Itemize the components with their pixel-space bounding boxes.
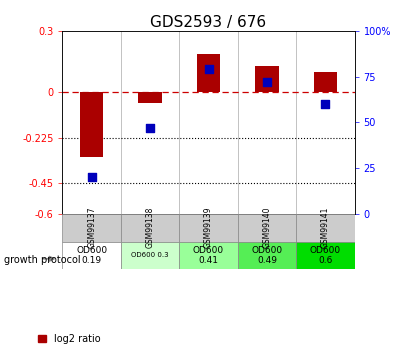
Bar bbox=[197, 55, 220, 92]
Text: OD600
0.6: OD600 0.6 bbox=[310, 246, 341, 265]
Bar bbox=[238, 214, 296, 242]
Point bbox=[89, 175, 95, 180]
Bar bbox=[314, 72, 337, 92]
Bar bbox=[179, 214, 238, 242]
Bar bbox=[296, 241, 355, 269]
Bar bbox=[62, 241, 121, 269]
Text: growth protocol: growth protocol bbox=[4, 256, 81, 265]
Bar bbox=[256, 66, 278, 92]
Point bbox=[264, 79, 270, 85]
Bar bbox=[62, 214, 121, 242]
Text: GSM99141: GSM99141 bbox=[321, 207, 330, 248]
Point bbox=[206, 67, 212, 72]
Bar bbox=[121, 214, 179, 242]
Bar bbox=[121, 241, 179, 269]
Text: GSM99140: GSM99140 bbox=[262, 207, 272, 248]
Bar bbox=[238, 241, 296, 269]
Text: OD600
0.19: OD600 0.19 bbox=[76, 246, 107, 265]
Bar bbox=[139, 92, 162, 103]
Bar bbox=[296, 214, 355, 242]
Text: GSM99137: GSM99137 bbox=[87, 207, 96, 248]
Bar bbox=[179, 241, 238, 269]
Text: GSM99138: GSM99138 bbox=[145, 207, 155, 248]
Point bbox=[322, 101, 329, 107]
Title: GDS2593 / 676: GDS2593 / 676 bbox=[150, 15, 267, 30]
Text: OD600 0.3: OD600 0.3 bbox=[131, 252, 169, 258]
Text: GSM99139: GSM99139 bbox=[204, 207, 213, 248]
Bar bbox=[80, 92, 104, 157]
Text: OD600
0.49: OD600 0.49 bbox=[251, 246, 283, 265]
Text: OD600
0.41: OD600 0.41 bbox=[193, 246, 224, 265]
Point bbox=[147, 125, 153, 131]
Legend: log2 ratio, percentile rank within the sample: log2 ratio, percentile rank within the s… bbox=[38, 334, 219, 345]
